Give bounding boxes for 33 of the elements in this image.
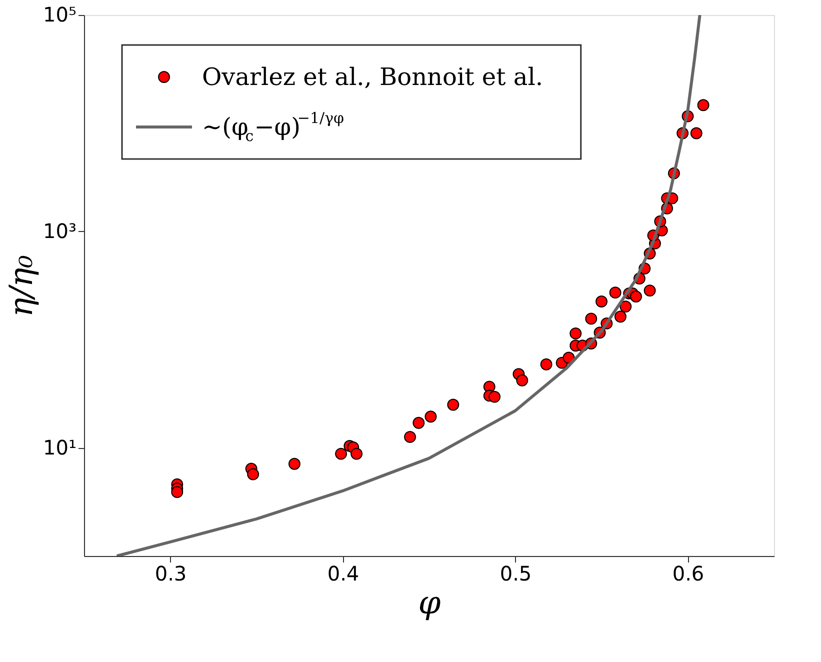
point bbox=[247, 468, 260, 480]
point bbox=[335, 448, 347, 460]
point bbox=[596, 296, 608, 308]
point bbox=[570, 327, 582, 340]
point bbox=[609, 286, 622, 299]
point bbox=[488, 390, 501, 403]
point bbox=[690, 127, 702, 140]
point bbox=[620, 300, 632, 313]
point bbox=[630, 290, 642, 303]
x-tick-label: 0.4 bbox=[327, 562, 360, 586]
y-tick-label: 10⁵ bbox=[43, 2, 76, 26]
point bbox=[412, 416, 425, 429]
legend-label: Ovarlez et al., Bonnoit et al. bbox=[202, 63, 544, 91]
point bbox=[288, 458, 300, 470]
point bbox=[350, 448, 363, 460]
point bbox=[697, 99, 710, 112]
y-tick-label: 10³ bbox=[43, 218, 76, 243]
point bbox=[171, 486, 184, 498]
point bbox=[424, 410, 437, 423]
point bbox=[585, 312, 598, 325]
point bbox=[404, 430, 416, 443]
y-tick-label: 10¹ bbox=[43, 435, 76, 460]
x-tick-label: 0.6 bbox=[672, 562, 704, 586]
x-tick-label: 0.3 bbox=[154, 562, 187, 586]
line-series bbox=[115, 15, 702, 556]
x-tick-label: 0.5 bbox=[500, 562, 532, 586]
y-axis-title: η/η₀ bbox=[2, 254, 40, 317]
point bbox=[447, 398, 460, 411]
point bbox=[614, 310, 626, 323]
x-axis-title: φ bbox=[418, 584, 442, 622]
point bbox=[516, 374, 528, 386]
point bbox=[644, 284, 656, 297]
point bbox=[540, 358, 552, 370]
